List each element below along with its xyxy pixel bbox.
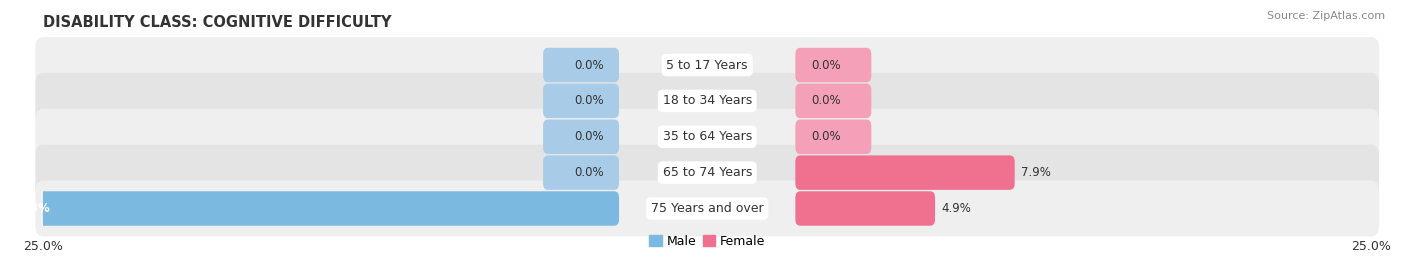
FancyBboxPatch shape — [35, 37, 1379, 93]
FancyBboxPatch shape — [796, 119, 872, 154]
FancyBboxPatch shape — [796, 155, 1015, 190]
FancyBboxPatch shape — [796, 84, 872, 118]
Text: 0.0%: 0.0% — [811, 130, 841, 143]
Text: 65 to 74 Years: 65 to 74 Years — [662, 166, 752, 179]
Text: 23.3%: 23.3% — [8, 202, 49, 215]
Text: 4.9%: 4.9% — [941, 202, 970, 215]
FancyBboxPatch shape — [543, 119, 619, 154]
Text: 75 Years and over: 75 Years and over — [651, 202, 763, 215]
FancyBboxPatch shape — [543, 155, 619, 190]
FancyBboxPatch shape — [35, 145, 1379, 201]
Text: 0.0%: 0.0% — [574, 59, 603, 72]
Text: 5 to 17 Years: 5 to 17 Years — [666, 59, 748, 72]
FancyBboxPatch shape — [35, 180, 1379, 236]
FancyBboxPatch shape — [35, 109, 1379, 165]
FancyBboxPatch shape — [796, 48, 872, 82]
Text: Source: ZipAtlas.com: Source: ZipAtlas.com — [1267, 11, 1385, 21]
FancyBboxPatch shape — [796, 191, 935, 226]
Text: 0.0%: 0.0% — [574, 130, 603, 143]
Text: 35 to 64 Years: 35 to 64 Years — [662, 130, 752, 143]
Legend: Male, Female: Male, Female — [644, 230, 770, 253]
Text: 0.0%: 0.0% — [574, 166, 603, 179]
Text: 18 to 34 Years: 18 to 34 Years — [662, 94, 752, 107]
FancyBboxPatch shape — [543, 84, 619, 118]
Text: 0.0%: 0.0% — [811, 59, 841, 72]
Text: 7.9%: 7.9% — [1021, 166, 1050, 179]
FancyBboxPatch shape — [543, 48, 619, 82]
FancyBboxPatch shape — [35, 73, 1379, 129]
Text: 0.0%: 0.0% — [811, 94, 841, 107]
FancyBboxPatch shape — [0, 191, 619, 226]
Text: 0.0%: 0.0% — [574, 94, 603, 107]
Text: DISABILITY CLASS: COGNITIVE DIFFICULTY: DISABILITY CLASS: COGNITIVE DIFFICULTY — [44, 15, 392, 30]
